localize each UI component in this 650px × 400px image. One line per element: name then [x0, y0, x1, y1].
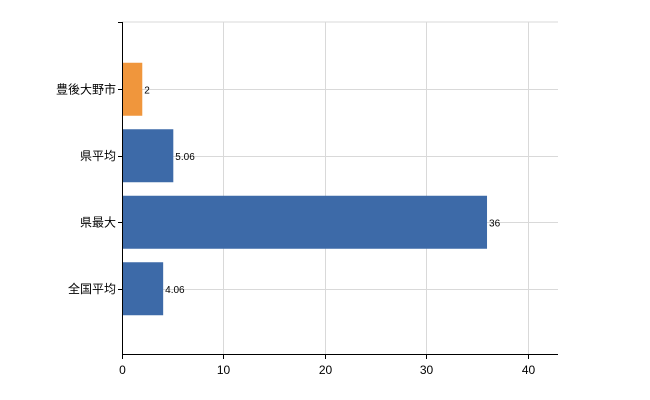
x-tick-label: 0	[119, 363, 126, 377]
data-label: 4.06	[165, 285, 185, 296]
category-label: 全国平均	[68, 281, 116, 296]
gridlines	[122, 21, 558, 354]
data-label: 2	[144, 85, 150, 96]
category-label: 県最大	[80, 215, 116, 229]
labels: 豊後大野市 2 県平均 5.06 県最大 36 全国平均 4.06 0 10 20 30 40	[56, 22, 536, 377]
category-label: 豊後大野市	[56, 81, 116, 96]
bars	[123, 62, 488, 316]
bar	[123, 129, 174, 183]
data-label: 5.06	[175, 152, 195, 163]
x-tick-label: 40	[522, 363, 536, 377]
axes	[122, 22, 558, 355]
bar	[123, 195, 488, 249]
category-label: 県平均	[80, 149, 116, 163]
bar	[123, 62, 143, 116]
x-tick-label: 10	[217, 363, 231, 377]
bar	[123, 262, 164, 316]
data-label: 36	[489, 218, 501, 229]
x-tick-label: 20	[319, 363, 333, 377]
x-tick-label: 30	[420, 363, 434, 377]
